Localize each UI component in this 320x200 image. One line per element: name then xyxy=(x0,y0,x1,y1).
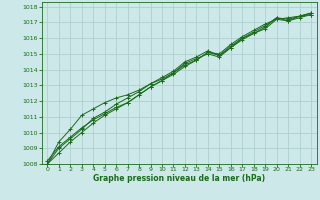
X-axis label: Graphe pression niveau de la mer (hPa): Graphe pression niveau de la mer (hPa) xyxy=(93,174,265,183)
